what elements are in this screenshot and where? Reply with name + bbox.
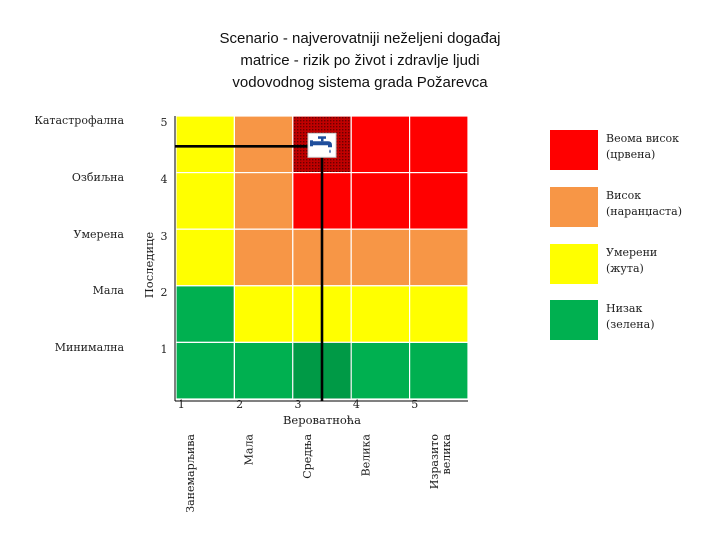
- title-line-1: Scenario - najverovatniji neželjeni doga…: [219, 30, 501, 47]
- legend-label-level: Веома висок: [606, 132, 680, 145]
- matrix-cell-c2-p2: [233, 285, 294, 343]
- legend-label-color: (зелена): [606, 318, 655, 331]
- legend-label: Висок (наранџаста): [606, 188, 682, 220]
- probability-level-number: 4: [352, 398, 360, 411]
- matrix-cell-c1-p1: [175, 341, 236, 400]
- title-line-3: vodovodnog sistema grada Požarevca: [232, 74, 488, 91]
- probability-level-number: 3: [294, 398, 302, 411]
- legend-label-level: Висок: [606, 189, 642, 202]
- consequence-level-number: 2: [160, 286, 168, 300]
- legend-label: Умерени (жута): [606, 245, 657, 277]
- probability-label-line: велика: [439, 434, 453, 475]
- matrix-cell-c5-p4: [350, 115, 411, 174]
- legend-label: Веома висок (црвена): [606, 131, 679, 163]
- y-axis-title: Последице: [142, 231, 156, 299]
- matrix-cell-c3-p4: [350, 228, 411, 287]
- matrix-cell-c2-p5: [409, 285, 469, 343]
- consequence-level-number: 5: [160, 116, 168, 130]
- consequence-level-number: 4: [160, 172, 168, 186]
- probability-level-number: 2: [236, 398, 244, 411]
- matrix-cell-c5-p2: [233, 115, 294, 174]
- matrix-cell-c3-p2: [233, 228, 294, 287]
- legend-swatch-orange: [550, 187, 598, 227]
- page-title: Scenario - najverovatniji neželjeni doga…: [160, 28, 560, 94]
- probability-label: Изразито велика: [329, 434, 453, 519]
- water-tap-icon: [307, 132, 337, 158]
- matrix-cell-c4-p1: [175, 172, 236, 230]
- matrix-cell-c4-p4: [350, 172, 411, 230]
- legend-swatch-red: [550, 130, 598, 170]
- matrix-cell-c4-p2: [233, 172, 294, 230]
- legend-label-color: (жута): [606, 262, 644, 275]
- consequence-label: Умерена: [73, 227, 124, 241]
- legend-swatch-green: [550, 300, 598, 340]
- matrix-cell-c5-p5: [409, 115, 469, 174]
- legend-label-color: (наранџаста): [606, 205, 682, 218]
- matrix-cell-c1-p2: [233, 341, 294, 400]
- consequence-label: Катастрофална: [34, 114, 124, 128]
- legend-label-level: Умерени: [606, 246, 658, 259]
- matrix-cell-c3-p5: [409, 228, 469, 287]
- matrix-cell-c1-p5: [409, 341, 469, 400]
- x-axis-title: Вероватноћа: [282, 413, 362, 427]
- consequence-level-number: 3: [160, 229, 168, 243]
- matrix-cell-c3-p1: [175, 228, 236, 287]
- consequence-level-number: 1: [160, 342, 168, 356]
- title-line-2: matrice - rizik po život i zdravlje ljud…: [240, 52, 480, 69]
- legend-swatch-yellow: [550, 244, 598, 284]
- legend-label-level: Низак: [606, 302, 643, 315]
- legend-label: Низак (зелена): [606, 301, 654, 333]
- consequence-label: Минимална: [54, 340, 124, 354]
- matrix-cell-c4-p5: [409, 172, 469, 230]
- matrix-cell-c5-p1: [175, 115, 236, 174]
- consequence-label: Мала: [92, 284, 124, 298]
- matrix-cell-c2-p1: [175, 285, 236, 343]
- matrix-cell-c2-p4: [350, 285, 411, 343]
- probability-level-number: 5: [411, 398, 419, 411]
- consequence-label: Озбиљна: [71, 170, 124, 184]
- probability-label-line: Изразито: [427, 434, 441, 490]
- matrix-cell-c1-p4: [350, 341, 411, 400]
- legend-label-color: (црвена): [606, 148, 656, 161]
- probability-level-number: 1: [177, 398, 185, 411]
